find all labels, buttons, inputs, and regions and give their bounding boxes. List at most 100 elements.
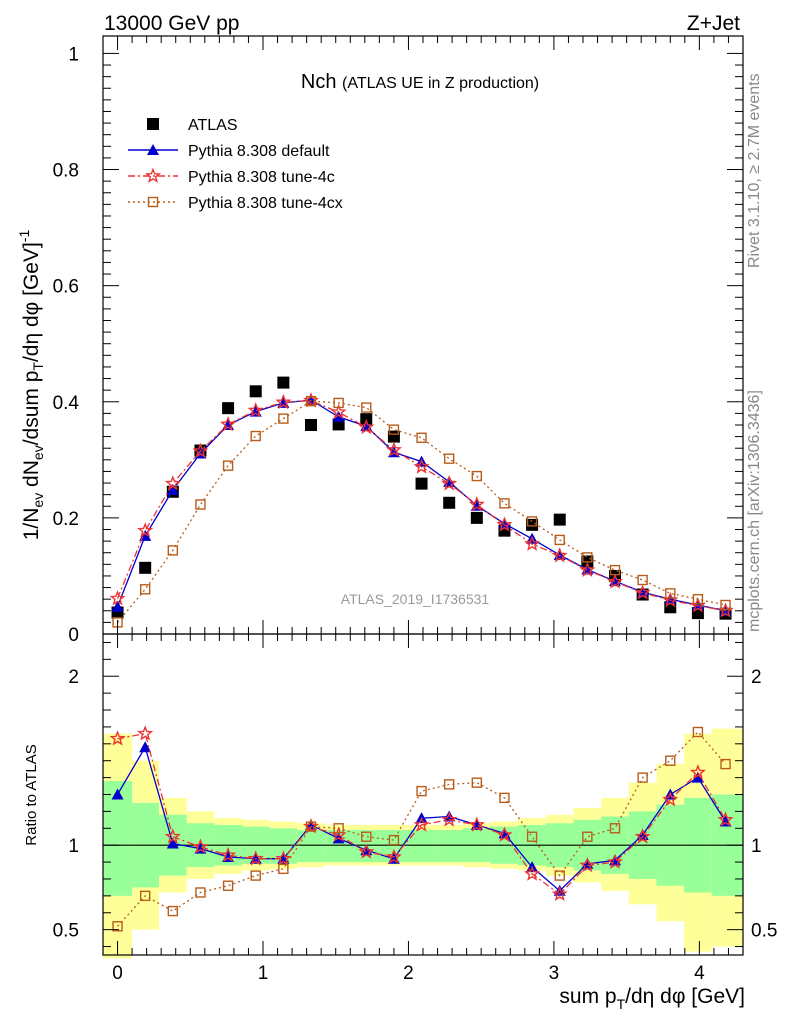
point-pythia-8-308-tune-4cx-14 [499,498,510,509]
legend-label-pythia-8-308-default: Pythia 8.308 default [188,143,330,160]
point-pythia-8-308-tune-4cx-13 [471,470,483,482]
line-pythia-8-308-default [116,399,726,612]
ratio-y-tick-label-left: 0.5 [53,921,79,942]
ratio-point-pythia-8-308-tune-4c-9 [358,843,375,859]
ratio-y-tick-label-right: 2 [751,667,762,688]
ratio-point-pythia-8-308-default-12 [443,810,456,822]
x-tick-label: 2 [403,963,414,984]
ratio-point-pythia-8-308-tune-4cx-15 [526,831,538,842]
point-pythia-8-308-tune-4cx-15 [526,516,538,527]
ratio-point-pythia-8-308-tune-4cx-11 [416,785,427,797]
ratio-point-pythia-8-308-tune-4cx-17 [582,831,593,842]
point-pythia-8-308-tune-4c-6 [275,393,292,410]
point-pythia-8-308-tune-4c-16 [551,547,568,563]
chart-title-main: Nch [301,71,337,93]
legend-label-atlas: ATLAS [188,117,238,134]
legend-marker-pythia-8-308-default [147,144,159,155]
point-pythia-8-308-tune-4c-14 [496,516,513,532]
y-tick-label: 0.2 [53,509,79,530]
point-pythia-8-308-tune-4c-4 [220,415,237,432]
point-atlas-7 [305,418,317,431]
chart-subtitle: (ATLAS UE in Z production) [342,75,539,92]
point-pythia-8-308-tune-4c-17 [579,561,596,578]
point-pythia-8-308-tune-4c-3 [192,442,209,459]
point-pythia-8-308-tune-4c-9 [358,418,375,435]
point-pythia-8-308-tune-4cx-21 [692,593,704,605]
ratio-point-pythia-8-308-tune-4cx-12 [443,779,455,790]
main-panel: 0 0.2 0.4 0.6 0.8 1 [53,35,744,646]
main-ylabel: 1/Nev dNev/dsum pT/dη dφ [GeV]-1 [16,230,46,541]
ratio-point-pythia-8-308-tune-4cx-4 [222,880,234,891]
ratio-point-pythia-8-308-tune-4c-3 [192,838,209,854]
point-pythia-8-308-tune-4c-0 [109,590,126,606]
ratio-point-pythia-8-308-tune-4c-11 [413,816,430,832]
ratio-point-pythia-8-308-tune-4c-21 [689,764,706,780]
point-pythia-8-308-tune-4cx-3 [195,499,206,510]
point-atlas-11 [415,477,428,490]
ratio-point-pythia-8-308-tune-4c-0 [109,730,126,746]
x-tick-label: 3 [549,963,560,984]
point-pythia-8-308-default-8 [332,410,345,422]
ratio-point-pythia-8-308-tune-4cx-22 [720,758,731,770]
ratio-point-pythia-8-308-tune-4c-4 [220,846,237,863]
ratio-point-pythia-8-308-tune-4c-22 [717,811,734,827]
point-pythia-8-308-tune-4cx-11 [416,432,427,443]
ratio-point-pythia-8-308-default-16 [553,884,566,896]
line-pythia-8-308-tune-4cx [117,400,726,623]
point-pythia-8-308-tune-4cx-17 [582,552,593,563]
ratio-point-pythia-8-308-tune-4cx-8 [333,823,344,834]
point-pythia-8-308-default-2 [166,484,179,496]
point-atlas-12 [443,496,456,509]
ratio-point-pythia-8-308-tune-4c-18 [606,853,624,869]
legend: ATLAS Pythia 8.308 default Pythia 8.308 tu… [128,117,343,212]
header-left: 13000 GeV pp [104,12,239,35]
mcplots-label: mcplots.cern.ch [arXiv:1306.3436] [746,390,763,632]
ratio-point-pythia-8-308-tune-4cx-9 [361,831,372,842]
ratio-band-green-12 [435,829,463,863]
ratio-point-pythia-8-308-tune-4c-10 [385,848,402,864]
point-pythia-8-308-tune-4cx-4 [222,460,234,471]
ratio-point-pythia-8-308-tune-4c-17 [579,857,596,873]
ratio-band-green-7 [297,829,325,863]
point-pythia-8-308-tune-4c-12 [441,475,458,491]
legend-marker-atlas [147,118,159,130]
rivet-label: Rivet 3.1.10, ≥ 2.7M events [746,73,763,268]
point-pythia-8-308-tune-4cx-20 [665,588,676,599]
point-pythia-8-308-tune-4c-1 [137,522,154,538]
ratio-y-tick-label-right: 0.5 [751,921,777,942]
x-tick-label: 4 [694,963,705,984]
ratio-panel: 0 1 2 3 4 0.5 0.5 1 1 2 2 [53,633,777,984]
ratio-point-pythia-8-308-tune-4cx-21 [692,726,704,738]
ratio-point-pythia-8-308-tune-4c-2 [164,828,181,844]
point-pythia-8-308-tune-4cx-16 [554,534,565,546]
ratio-y-tick-label-left: 1 [68,836,79,857]
ratio-ylabel: Ratio to ATLAS [23,744,40,845]
legend-marker-pythia-8-308-tune-4cx [147,196,159,208]
ratio-point-pythia-8-308-default-1 [139,741,152,753]
ratio-band-green-0 [103,780,133,896]
point-pythia-8-308-tune-4c-11 [413,458,430,474]
ratio-point-pythia-8-308-tune-4cx-7 [305,821,317,832]
legend-label-pythia-8-308-tune-4cx: Pythia 8.308 tune-4cx [188,195,343,212]
point-atlas-16 [553,513,566,526]
point-pythia-8-308-tune-4cx-12 [443,453,455,464]
chart-title: Nch (ATLAS UE in Z production) [301,71,539,93]
analysis-tag: ATLAS_2019_I1736531 [341,591,490,607]
point-pythia-8-308-tune-4cx-19 [637,574,648,586]
point-atlas-15 [526,518,539,531]
point-pythia-8-308-tune-4c-15 [524,535,541,551]
point-atlas-13 [470,511,483,524]
ratio-point-pythia-8-308-tune-4cx-0 [112,921,123,932]
ratio-point-pythia-8-308-tune-4c-16 [551,885,568,901]
point-pythia-8-308-tune-4c-10 [385,441,402,457]
point-atlas-6 [277,376,290,389]
legend-marker-pythia-8-308-tune-4c [144,167,162,183]
ratio-point-pythia-8-308-tune-4c-19 [634,828,651,844]
ratio-point-pythia-8-308-tune-4cx-6 [278,863,289,875]
y-tick-label: 0.4 [53,393,80,414]
ratio-point-pythia-8-308-tune-4c-5 [247,850,264,866]
ratio-point-pythia-8-308-tune-4c-13 [468,816,485,832]
ratio-point-pythia-8-308-default-21 [691,771,704,783]
y-tick-label: 0.6 [53,277,79,298]
